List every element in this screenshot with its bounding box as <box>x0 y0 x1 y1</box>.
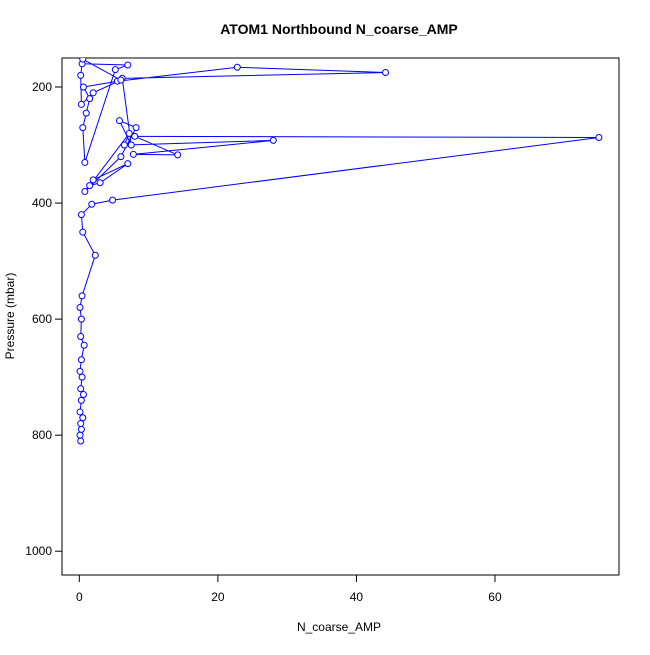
data-point <box>82 109 90 117</box>
data-point <box>77 396 85 404</box>
data-point <box>76 304 84 312</box>
data-point <box>77 356 85 364</box>
data-point <box>86 182 94 190</box>
y-tick-label: 600 <box>32 312 52 326</box>
data-point <box>86 95 94 103</box>
y-axis-label: Pressure (mbar) <box>3 273 17 360</box>
data-point <box>88 200 96 208</box>
data-point <box>120 141 128 149</box>
data-point <box>77 437 85 445</box>
data-point <box>595 133 603 141</box>
data-point <box>77 315 85 323</box>
data-point <box>76 408 84 416</box>
data-point <box>78 292 86 300</box>
data-point <box>79 414 87 422</box>
data-point <box>96 179 104 187</box>
data-point <box>79 391 87 399</box>
data-point <box>124 160 132 168</box>
data-point <box>117 153 125 161</box>
data-point <box>79 124 87 132</box>
data-point <box>77 333 85 341</box>
data-point <box>89 89 97 97</box>
data-point <box>81 187 89 195</box>
data-point <box>89 176 97 184</box>
data-point <box>132 124 140 132</box>
y-tick-label: 200 <box>32 80 52 94</box>
data-point <box>111 66 119 74</box>
x-tick-label: 20 <box>211 590 225 604</box>
x-tick-label: 0 <box>76 590 83 604</box>
data-point <box>76 431 84 439</box>
data-point <box>125 129 133 137</box>
data-point <box>80 341 88 349</box>
chart-title: ATOM1 Northbound N_coarse_AMP <box>220 21 458 37</box>
data-point <box>77 425 85 433</box>
data-point <box>77 100 85 108</box>
data-point <box>129 150 137 158</box>
plot-frame <box>61 57 620 576</box>
data-point <box>91 251 99 259</box>
data-point <box>77 420 85 428</box>
data-point <box>77 71 85 79</box>
data-point <box>76 367 84 375</box>
y-tick-label: 400 <box>32 196 52 210</box>
plot-area <box>76 58 603 445</box>
data-point <box>78 373 86 381</box>
data-point <box>269 136 277 144</box>
data-point <box>116 117 124 125</box>
data-point <box>233 63 241 71</box>
data-point <box>79 58 87 63</box>
x-tick-label: 40 <box>350 590 364 604</box>
data-point <box>127 141 135 149</box>
data-point <box>77 211 85 219</box>
y-tick-label: 1000 <box>25 544 52 558</box>
data-point <box>79 228 87 236</box>
data-point <box>109 196 117 204</box>
x-tick-label: 60 <box>488 590 502 604</box>
data-point <box>174 151 182 159</box>
data-point <box>77 385 85 393</box>
data-point <box>81 158 89 166</box>
data-point <box>382 69 390 77</box>
data-point <box>117 76 125 84</box>
data-point <box>79 83 87 91</box>
x-axis-label: N_coarse_AMP <box>297 620 381 634</box>
data-point <box>131 132 139 140</box>
y-tick-label: 800 <box>32 428 52 442</box>
data-point <box>124 61 132 69</box>
